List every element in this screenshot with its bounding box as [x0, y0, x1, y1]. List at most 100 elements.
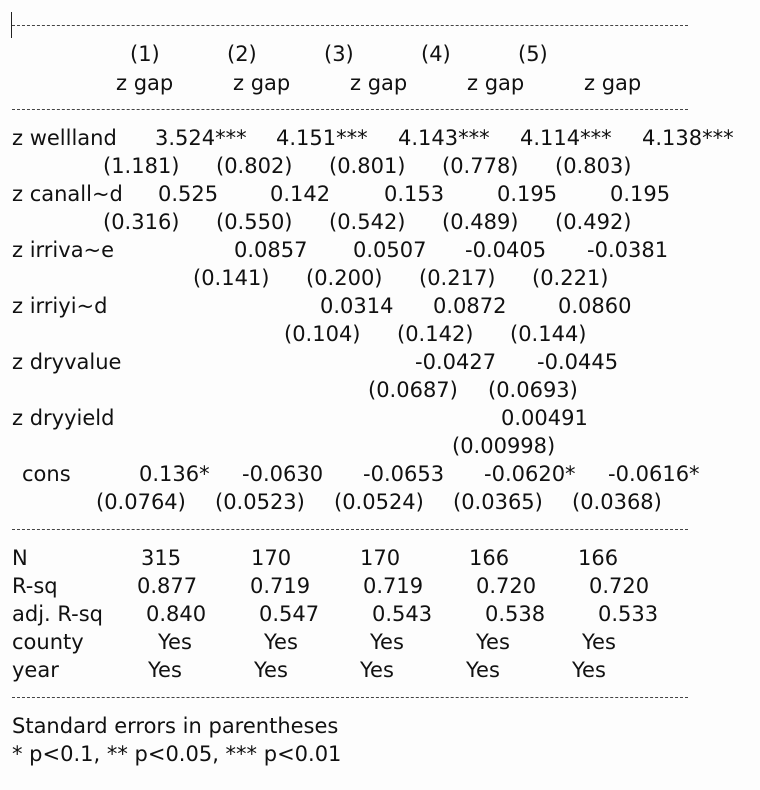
- header-rule: [12, 109, 688, 110]
- stat-cell: Yes: [476, 630, 510, 654]
- coef-cell: -0.0653: [363, 462, 445, 486]
- stat-cell: Yes: [572, 658, 606, 682]
- se-cell: (0.217): [419, 266, 496, 290]
- column-depvar: z gap: [584, 71, 642, 95]
- column-number: (4): [421, 42, 451, 66]
- se-cell: (0.144): [510, 322, 587, 346]
- stat-cell: 0.533: [598, 602, 659, 626]
- stats-rule: [12, 697, 688, 698]
- stat-cell: 170: [360, 546, 401, 570]
- se-cell: (0.0365): [453, 490, 543, 514]
- stat-cell: 0.877: [137, 574, 198, 598]
- stat-label: year: [12, 658, 59, 682]
- column-depvar: z gap: [116, 71, 174, 95]
- se-cell: (0.0524): [334, 490, 424, 514]
- stat-label: R-sq: [12, 574, 58, 598]
- se-cell: (0.221): [532, 266, 609, 290]
- se-cell: (0.492): [555, 210, 632, 234]
- coef-cell: -0.0616*: [608, 462, 700, 486]
- stat-label: N: [12, 546, 28, 570]
- coef-cell: 4.114***: [520, 126, 612, 150]
- coef-cell: 0.0860: [558, 294, 632, 318]
- stat-cell: 0.720: [589, 574, 650, 598]
- se-cell: (0.542): [329, 210, 406, 234]
- variable-label: z dryvalue: [12, 350, 122, 374]
- stat-cell: 315: [141, 546, 182, 570]
- se-cell: (0.316): [103, 210, 180, 234]
- top-rule: [12, 25, 688, 26]
- se-cell: (0.141): [193, 266, 270, 290]
- column-depvar: z gap: [350, 71, 408, 95]
- se-cell: (0.0368): [572, 490, 662, 514]
- column-depvar: z gap: [233, 71, 291, 95]
- coef-cell: 0.153: [384, 182, 445, 206]
- coef-cell: -0.0427: [415, 350, 497, 374]
- coef-cell: -0.0381: [587, 238, 669, 262]
- variable-label: z dryyield: [12, 406, 115, 430]
- se-cell: (0.489): [442, 210, 519, 234]
- stat-cell: 166: [469, 546, 510, 570]
- column-number: (2): [227, 42, 257, 66]
- stat-cell: 0.538: [485, 602, 546, 626]
- se-cell: (0.802): [216, 154, 293, 178]
- stat-cell: 0.720: [476, 574, 537, 598]
- column-number: (3): [324, 42, 354, 66]
- coef-cell: -0.0445: [537, 350, 619, 374]
- coef-cell: -0.0620*: [484, 462, 576, 486]
- column-number: (5): [518, 42, 548, 66]
- coef-cell: 4.151***: [276, 126, 368, 150]
- coef-rule: [12, 529, 688, 530]
- se-cell: (0.803): [555, 154, 632, 178]
- stat-cell: Yes: [582, 630, 616, 654]
- coef-cell: 0.0872: [433, 294, 507, 318]
- stat-cell: Yes: [360, 658, 394, 682]
- stat-cell: Yes: [254, 658, 288, 682]
- stat-cell: 0.719: [250, 574, 311, 598]
- coef-cell: -0.0630: [242, 462, 324, 486]
- column-depvar: z gap: [467, 71, 525, 95]
- stat-cell: Yes: [158, 630, 192, 654]
- coef-cell: 0.00491: [501, 406, 588, 430]
- coef-cell: 0.142: [270, 182, 331, 206]
- coef-cell: 0.195: [497, 182, 558, 206]
- se-cell: (0.550): [216, 210, 293, 234]
- coef-cell: -0.0405: [465, 238, 547, 262]
- stat-cell: 0.840: [146, 602, 207, 626]
- coef-cell: 0.136*: [139, 462, 210, 486]
- variable-label: z canall~d: [12, 182, 123, 206]
- coef-cell: 0.0314: [320, 294, 394, 318]
- coef-cell: 3.524***: [155, 126, 247, 150]
- stat-cell: Yes: [264, 630, 298, 654]
- se-cell: (0.0764): [96, 490, 186, 514]
- coef-cell: 0.525: [158, 182, 219, 206]
- coef-cell: 0.0857: [234, 238, 308, 262]
- coef-cell: 0.195: [610, 182, 671, 206]
- se-cell: (0.801): [329, 154, 406, 178]
- variable-label: cons: [22, 462, 71, 486]
- se-cell: (0.778): [442, 154, 519, 178]
- stat-cell: 0.719: [363, 574, 424, 598]
- stat-cell: Yes: [466, 658, 500, 682]
- coef-cell: 4.143***: [398, 126, 490, 150]
- variable-label: z irriva~e: [12, 238, 115, 262]
- column-number: (1): [130, 42, 160, 66]
- se-cell: (0.00998): [452, 434, 556, 458]
- variable-label: z irriyi~d: [12, 294, 108, 318]
- significance-note: * p<0.1, ** p<0.05, *** p<0.01: [12, 742, 342, 766]
- stat-label: county: [12, 630, 84, 654]
- coef-cell: 0.0507: [353, 238, 427, 262]
- stat-cell: 0.547: [259, 602, 320, 626]
- se-cell: (0.200): [306, 266, 383, 290]
- variable-label: z wellland: [12, 126, 117, 150]
- stat-cell: 166: [578, 546, 619, 570]
- stat-cell: 170: [251, 546, 292, 570]
- se-cell: (0.0687): [368, 378, 458, 402]
- stat-cell: Yes: [370, 630, 404, 654]
- text-cursor: [11, 12, 12, 38]
- stat-cell: 0.543: [372, 602, 433, 626]
- table-note: Standard errors in parentheses: [12, 714, 339, 738]
- se-cell: (0.142): [397, 322, 474, 346]
- coef-cell: 4.138***: [642, 126, 734, 150]
- stat-label: adj. R-sq: [12, 602, 103, 626]
- se-cell: (0.104): [284, 322, 361, 346]
